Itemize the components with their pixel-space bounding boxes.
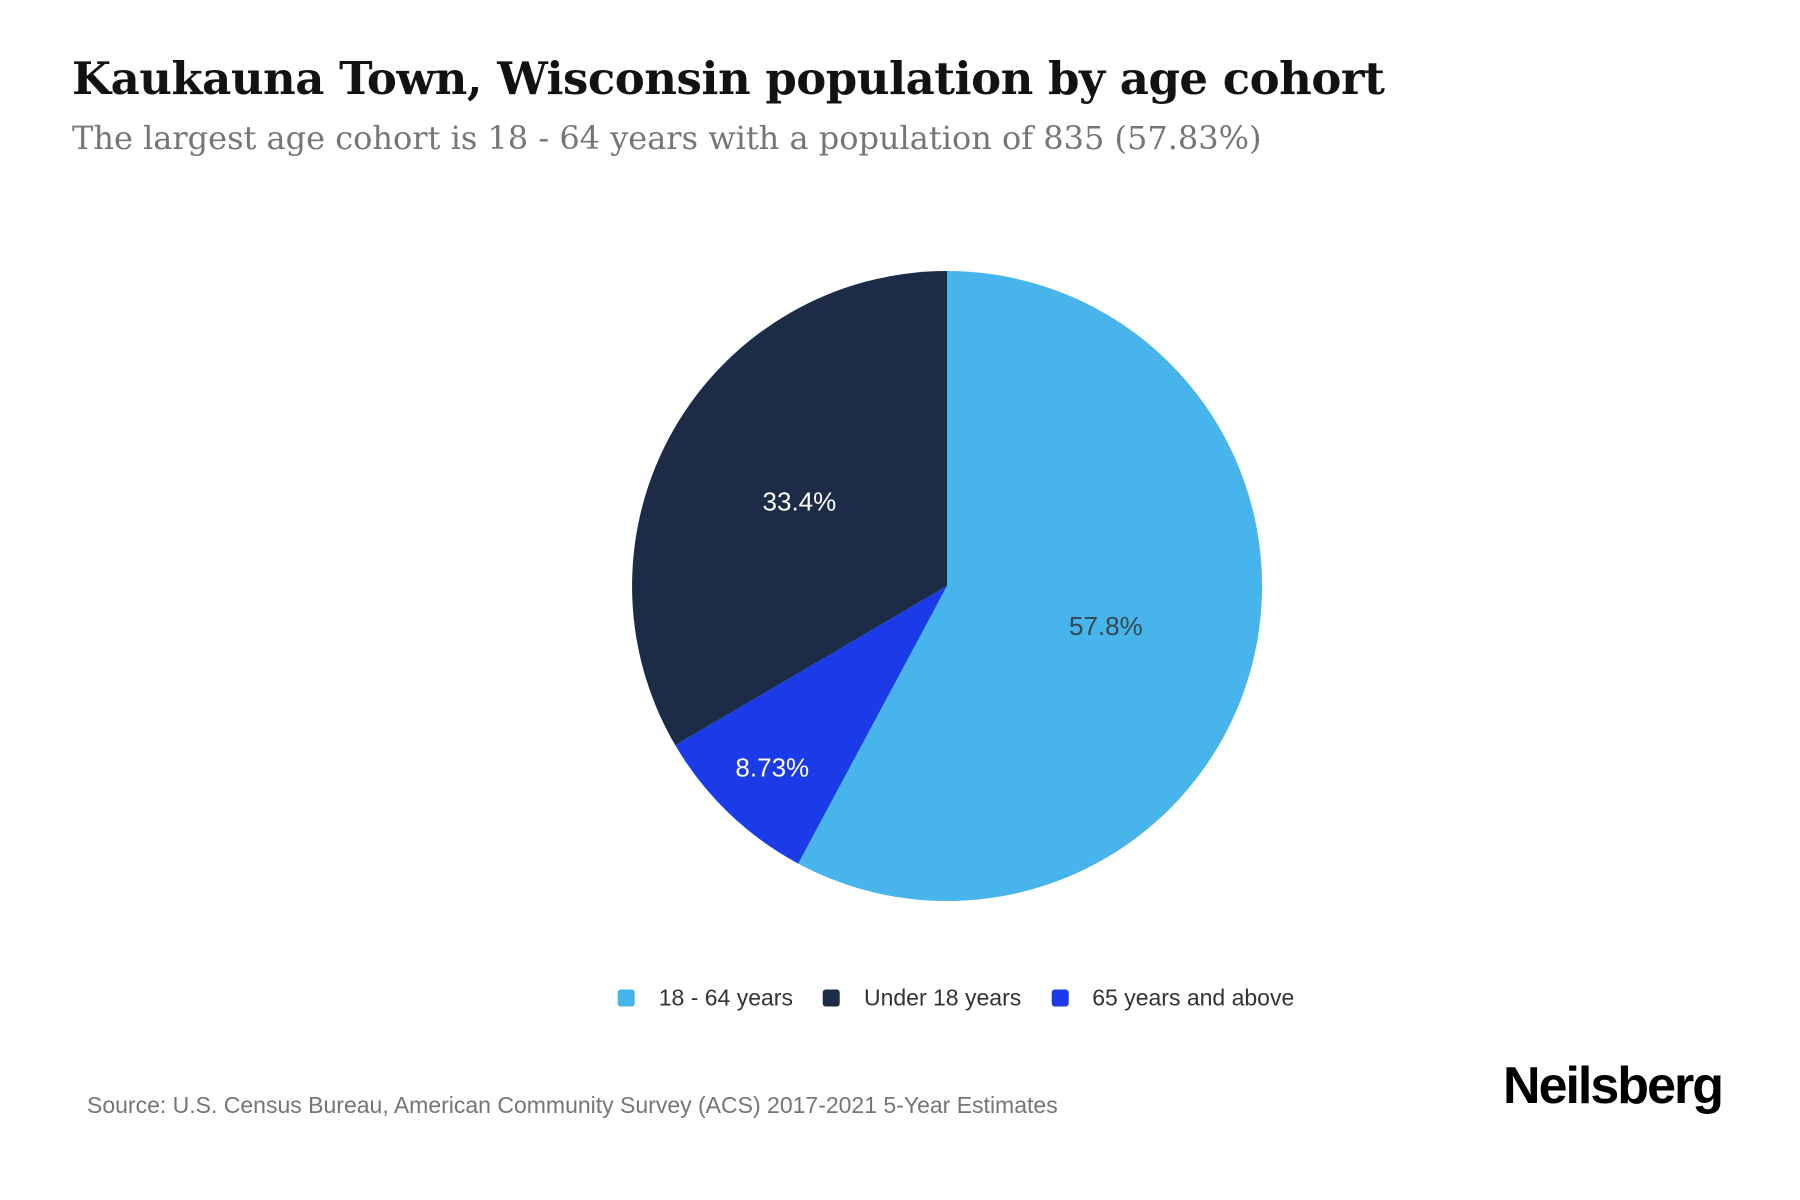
pie-slice-under-18-years[interactable] (632, 271, 947, 746)
legend: 18 - 64 years Under 18 years 65 years and … (617, 984, 1295, 1011)
legend-label-under-18-years: Under 18 years (863, 984, 1022, 1011)
legend-item-18-64-years[interactable]: 18 - 64 years (617, 984, 793, 1011)
pie-slice-label-18-64-years: 57.8% (1069, 611, 1143, 641)
legend-swatch-18-64-years (617, 989, 635, 1007)
pie-slice-label-under-18-years: 33.4% (763, 487, 837, 517)
chart-title: Kaukauna Town, Wisconsin population by a… (72, 52, 1385, 105)
legend-swatch-under-18-years (822, 989, 840, 1007)
legend-item-under-18-years[interactable]: Under 18 years (822, 984, 1022, 1011)
chart-subtitle: The largest age cohort is 18 - 64 years … (72, 119, 1262, 157)
pie-slice-label-65-years-and-above: 8.73% (735, 753, 809, 783)
legend-label-65-years-and-above: 65 years and above (1092, 984, 1295, 1011)
neilsberg-logo: Neilsberg (1503, 1057, 1724, 1115)
pie-slice-65-years-and-above[interactable] (675, 586, 947, 864)
legend-swatch-65-years-and-above (1051, 989, 1069, 1007)
source-note: Source: U.S. Census Bureau, American Com… (87, 1092, 1058, 1118)
legend-item-65-years-and-above[interactable]: 65 years and above (1051, 984, 1295, 1011)
legend-label-18-64-years: 18 - 64 years (658, 984, 793, 1011)
pie-slice-18-64-years[interactable] (798, 270, 1263, 901)
